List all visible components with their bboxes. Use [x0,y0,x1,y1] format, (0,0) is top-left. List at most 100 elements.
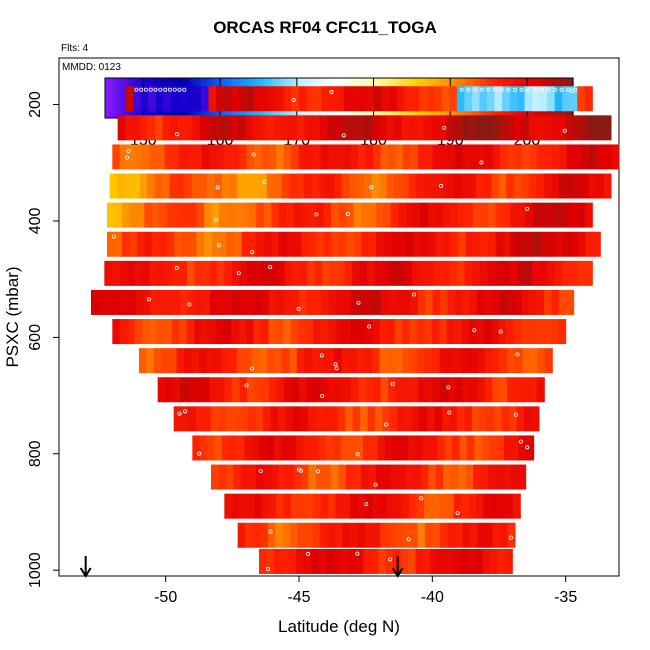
heatmap-cell [380,289,389,315]
heatmap-cell [374,406,383,432]
heatmap-cell [422,435,431,461]
heatmap-cell [481,435,490,461]
heatmap-cell [446,493,455,519]
heatmap-cell [268,86,277,112]
heatmap-cell [208,319,217,345]
heatmap-cell [338,464,347,490]
heatmap-cell [410,144,419,170]
sample-marker [439,183,444,188]
heatmap-cell [405,231,414,257]
heatmap-cell [219,231,228,257]
heatmap-cell [457,260,466,286]
heatmap-cell [236,348,245,374]
heatmap-cell [496,435,505,461]
heatmap-cell [403,377,411,403]
heatmap-cell [446,319,455,345]
heatmap-cell [305,319,314,345]
heatmap-cell [434,86,443,112]
heatmap-cell [535,319,544,345]
heatmap-cell [364,493,373,519]
heatmap-cell [484,144,493,170]
heatmap-cell [477,522,486,548]
heatmap-cell [408,548,416,574]
heatmap-cell [192,115,201,141]
heatmap-cell [306,377,315,403]
sample-marker [498,329,503,334]
heatmap-cell [263,231,272,257]
heatmap-cell [480,202,489,228]
heatmap-cell [320,493,329,519]
sample-marker [388,557,393,562]
heatmap-cell [225,406,234,432]
heatmap-cell [340,435,349,461]
heatmap-cell [456,86,465,112]
heatmap-cell [225,464,234,490]
heatmap-cell [179,144,188,170]
heatmap-cell [498,173,507,199]
heatmap-cell [409,348,418,374]
heatmap-cell [238,319,247,345]
heatmap-cell [380,522,389,548]
heatmap-cell [286,202,295,228]
heatmap-cell [404,260,413,286]
sample-marker [345,211,350,216]
heatmap-cell [461,319,470,345]
heatmap-cell [461,493,470,519]
heatmap-cell [344,260,353,286]
heatmap-cell [293,202,302,228]
heatmap-cell [285,464,294,490]
heatmap-cell [201,144,210,170]
heatmap-cell [107,202,115,228]
plot-frame [58,57,620,577]
heatmap-cell [278,231,287,257]
heatmap-cell [311,348,320,374]
heatmap-cell [566,289,575,315]
heatmap-cell [551,144,560,170]
heatmap-cell [240,406,249,432]
heatmap-cell [382,406,391,432]
heatmap-cell [476,319,485,345]
heatmap-cell [397,260,406,286]
heatmap-cell [566,173,575,199]
heatmap-cell [454,289,463,315]
heatmap-cell [254,260,263,286]
heatmap-cell [400,435,409,461]
heatmap-cell [184,173,193,199]
heatmap-cell [251,435,260,461]
heatmap-cell [312,115,320,141]
heatmap-cell [267,522,276,548]
sample-marker [182,87,187,92]
heatmap-cell [611,144,620,170]
heatmap-cell [381,86,390,112]
heatmap-cell [357,522,366,548]
heatmap-cell [162,115,171,141]
heatmap-cell [275,319,284,345]
heatmap-cell [379,173,388,199]
heatmap-cell [284,377,293,403]
heatmap-cell [490,493,499,519]
heatmap-cell [386,115,395,141]
heatmap-cell [303,435,312,461]
heatmap-cell [231,260,240,286]
heatmap-cell [355,548,364,574]
sample-marker [447,410,452,415]
heatmap-cell [468,115,477,141]
heatmap-cell [373,289,382,315]
heatmap-cell [365,144,374,170]
heatmap-cell [504,548,513,574]
heatmap-cell [320,144,329,170]
heatmap-cell [491,319,500,345]
heatmap-cell [469,289,478,315]
heatmap-cell [416,115,425,141]
heatmap-cell [319,173,328,199]
heatmap-cell [154,348,163,374]
heatmap-cell [136,231,145,257]
heatmap-cell [140,86,149,112]
heatmap-cell [462,144,471,170]
heatmap-cell [177,115,186,141]
sample-marker [174,266,179,271]
heatmap-cell [204,202,213,228]
heatmap-cell [476,115,485,141]
heatmap-cell [202,289,211,315]
heatmap-cell [253,319,262,345]
